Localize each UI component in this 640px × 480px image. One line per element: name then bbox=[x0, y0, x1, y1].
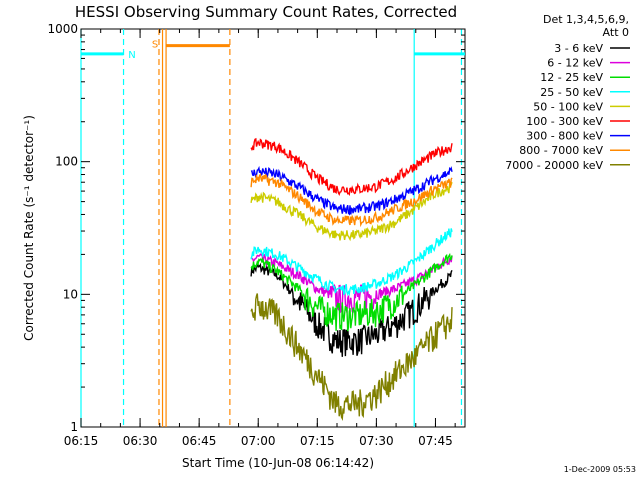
x-tick-label: 07:15 bbox=[300, 434, 335, 448]
x-axis: 06:15 06:30 06:45 07:00 07:15 07:30 07:45 bbox=[64, 29, 456, 448]
chart-title: HESSI Observing Summary Count Rates, Cor… bbox=[75, 3, 457, 21]
legend-label: 800 - 7000 keV bbox=[519, 144, 603, 157]
footer-date: 1-Dec-2009 05:53 bbox=[564, 465, 636, 474]
series-line bbox=[250, 252, 453, 332]
series-line bbox=[250, 180, 453, 242]
series-line bbox=[250, 251, 453, 314]
annotations: NS bbox=[81, 39, 465, 61]
y-axis-label: Corrected Count Rate (s⁻¹ detector⁻¹) bbox=[22, 115, 36, 341]
legend-label: 3 - 6 keV bbox=[554, 42, 603, 55]
legend-label: 25 - 50 keV bbox=[540, 86, 603, 99]
y-tick-label: 100 bbox=[55, 155, 78, 169]
series-line bbox=[250, 262, 453, 357]
markers bbox=[80, 29, 463, 427]
legend-header-line-1: Det 1,3,4,5,6,9, bbox=[543, 13, 629, 26]
legend-label: 300 - 800 keV bbox=[526, 130, 603, 143]
x-tick-label: 06:15 bbox=[64, 434, 99, 448]
legend-label: 50 - 100 keV bbox=[533, 100, 603, 113]
y-tick-label: 10 bbox=[63, 287, 78, 301]
x-tick-label: 07:45 bbox=[418, 434, 453, 448]
legend-label: 12 - 25 keV bbox=[540, 71, 603, 84]
series-line bbox=[250, 228, 453, 297]
flag-label: S bbox=[152, 39, 158, 50]
x-tick-label: 06:30 bbox=[123, 434, 158, 448]
x-tick-label: 07:00 bbox=[241, 434, 276, 448]
legend-label: 6 - 12 keV bbox=[547, 57, 603, 70]
y-axis: 1 10 100 1000 bbox=[47, 22, 465, 434]
series-line bbox=[250, 173, 453, 228]
x-axis-label: Start Time (10-Jun-08 06:14:42) bbox=[182, 456, 374, 470]
series bbox=[250, 137, 453, 421]
series-line bbox=[250, 137, 453, 197]
series-line bbox=[250, 293, 453, 421]
y-tick-label: 1000 bbox=[47, 22, 78, 36]
x-tick-label: 06:45 bbox=[182, 434, 217, 448]
series-line bbox=[250, 165, 453, 216]
y-tick-label: 1 bbox=[70, 420, 78, 434]
legend-label: 100 - 300 keV bbox=[526, 115, 603, 128]
x-tick-label: 07:30 bbox=[359, 434, 394, 448]
legend-label: 7000 - 20000 keV bbox=[505, 159, 603, 172]
flag-label: N bbox=[128, 50, 135, 61]
legend: Det 1,3,4,5,6,9, Att 0 3 - 6 keV 6 - 12 k… bbox=[505, 13, 630, 172]
legend-header-line-2: Att 0 bbox=[603, 26, 629, 39]
